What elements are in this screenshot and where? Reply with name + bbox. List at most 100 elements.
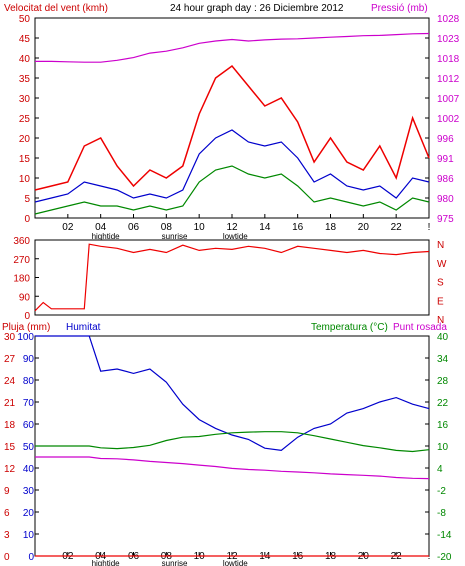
dew-point-title: Punt rosada [393,322,447,333]
humidity-tick-label: 60 [23,420,35,431]
x-tick-label: 10 [194,222,206,233]
x-tick-label: 22 [391,222,403,233]
humidity-tick-label: 70 [23,398,35,409]
x-tick-label: 16 [292,222,304,233]
rain-tick-label: 18 [4,420,16,431]
x-tick-label: ! [428,222,431,233]
pressure-tick-label: 1012 [437,74,460,85]
rain-tick-label: 30 [4,332,16,343]
rain-title: Pluja (mm) [2,322,50,333]
wind-tick-label: 20 [19,134,31,145]
wind-tick-label: 15 [19,154,31,165]
rain-tick-label: 0 [4,552,10,563]
humidity-tick-label: 100 [17,332,34,343]
rain-tick-label: 15 [4,442,16,453]
wind-tick-label: 35 [19,74,31,85]
compass-letter: S [437,278,444,289]
wind-tick-label: 0 [24,214,30,225]
wind-direction-line [34,243,430,312]
event-label-hightide: hightide [92,232,121,241]
temperature-tick-label: 10 [437,442,449,453]
event-label-lowtide: lowtide [223,559,248,566]
pressure-tick-label: 986 [437,174,454,185]
pressure-tick-label: 980 [437,194,454,205]
pressure-tick-label: 1018 [437,54,460,65]
wind-tick-label: 25 [19,114,31,125]
temperature-tick-label: 34 [437,354,449,365]
event-label-sunrise: sunrise [162,232,188,241]
humidity-title: Humitat [66,322,101,333]
rain-tick-label: 3 [4,530,10,541]
wind-tick-label: 50 [19,14,31,25]
wind-tick-label: 30 [19,94,31,105]
x-tick-label: 12 [226,222,238,233]
temperature-tick-label: 4 [437,464,443,475]
pressure-tick-label: 1028 [437,14,460,25]
x-tick-label: 06 [128,222,140,233]
humidity-tick-label: 90 [23,354,35,365]
pressure-tick-label: 1002 [437,114,460,125]
wind-speed-title: Velocitat del vent (kmh) [4,3,108,14]
humidity-tick-label: 50 [23,442,35,453]
direction-tick-label: 180 [13,274,30,285]
direction-tick-label: 270 [13,255,30,266]
direction-tick-label: 0 [24,311,30,322]
x-tick-label: 18 [325,222,337,233]
pressure-tick-label: 996 [437,134,454,145]
compass-letter: N [437,240,444,251]
humidity-tick-label: 10 [23,530,35,541]
temperature-title: Temperatura (°C) [311,322,388,333]
rain-tick-label: 12 [4,464,16,475]
humidity-tick-label: 20 [23,508,35,519]
temperature-tick-label: 22 [437,398,449,409]
event-label-sunrise: sunrise [162,559,188,566]
humidity-tick-label: 40 [23,464,35,475]
direction-tick-label: 90 [19,292,31,303]
series-low-line [34,165,430,215]
graph-date-title: 24 hour graph day : 26 Diciembre 2012 [170,3,344,14]
rain-tick-label: 9 [4,486,10,497]
series-humidity-line [35,335,430,452]
series-pressure-line [35,32,430,63]
rain-tick-label: 6 [4,508,10,519]
wind-tick-label: 5 [24,194,30,205]
compass-letter: E [437,296,444,307]
series-gust-line [34,64,430,191]
series-temp-line [35,431,430,453]
compass-letter: N [437,315,444,326]
pressure-tick-label: 991 [437,154,454,165]
event-label-hightide: hightide [92,559,121,566]
event-label-lowtide: lowtide [223,232,248,241]
x-tick-label: 08 [161,222,173,233]
humidity-tick-label: 30 [23,486,35,497]
pressure-tick-label: 975 [437,214,454,225]
rain-tick-label: 24 [4,376,16,387]
rain-tick-label: 27 [4,354,16,365]
temperature-tick-label: -14 [437,530,452,541]
temperature-tick-label: -8 [437,508,446,519]
rain-tick-label: 21 [4,398,16,409]
compass-letter: W [437,259,447,270]
direction-tick-label: 360 [13,236,30,247]
humidity-tick-label: 0 [28,552,34,563]
humidity-tick-label: 80 [23,376,35,387]
wind-tick-label: 10 [19,174,31,185]
x-tick-label: 04 [95,222,107,233]
temperature-tick-label: 16 [437,420,449,431]
series-dew-line [35,456,430,480]
x-tick-label: 14 [259,222,271,233]
temperature-tick-label: 28 [437,376,449,387]
temperature-tick-label: 40 [437,332,449,343]
temperature-tick-label: -2 [437,486,446,497]
temperature-tick-label: -20 [437,552,452,563]
wind-tick-label: 45 [19,34,31,45]
pressure-tick-label: 1007 [437,94,460,105]
x-tick-label: 02 [62,222,74,233]
x-tick-label: 20 [358,222,370,233]
pressure-tick-label: 1023 [437,34,460,45]
wind-tick-label: 40 [19,54,31,65]
series-avg-line [34,129,430,203]
pressure-title: Pressió (mb) [371,3,428,14]
